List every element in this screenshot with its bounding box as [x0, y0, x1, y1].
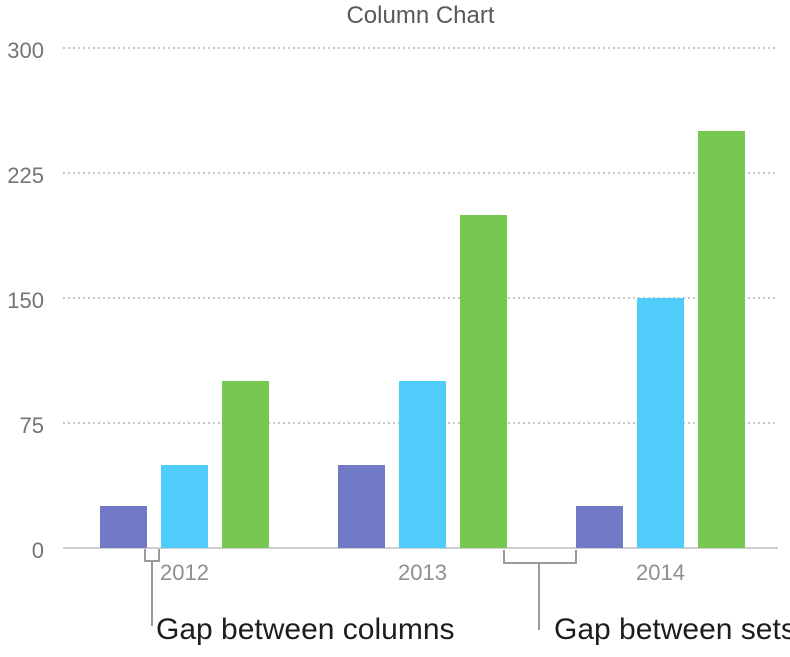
bar-2013-series-3-green: [460, 215, 507, 548]
chart-title: Column Chart: [346, 2, 495, 29]
y-axis-tick-label-225: 225: [7, 163, 44, 188]
x-axis-line: [63, 547, 778, 549]
x-axis-category-label-2013: 2013: [398, 560, 447, 585]
bar-2014-series-1-purple: [576, 506, 623, 548]
gridline-300: [63, 47, 778, 49]
y-axis-tick-label-0: 0: [31, 538, 44, 563]
gap-between-sets-label: Gap between sets: [554, 613, 790, 646]
bar-2014-series-3-green: [698, 131, 745, 548]
bar-2012-series-2-blue: [161, 465, 208, 548]
gap-between-columns-leader-line: [151, 560, 153, 626]
y-axis-tick-label-150: 150: [7, 288, 44, 313]
bar-2013-series-1-purple: [338, 465, 385, 548]
gridline-225: [63, 172, 778, 174]
bar-2013-series-2-blue: [399, 381, 446, 548]
x-axis-category-label-2014: 2014: [636, 560, 685, 585]
bar-2014-series-2-blue: [637, 298, 684, 548]
gap-between-sets-leader-line: [538, 562, 540, 630]
x-axis-category-label-2012: 2012: [160, 560, 209, 585]
bar-2012-series-1-purple: [100, 506, 147, 548]
y-axis-tick-label-75: 75: [19, 413, 44, 438]
bar-2012-series-3-green: [222, 381, 269, 548]
gap-between-columns-label: Gap between columns: [156, 613, 455, 646]
y-axis-tick-label-300: 300: [7, 38, 44, 63]
gridline-150: [63, 297, 778, 299]
gap-between-sets-bracket: [503, 550, 577, 564]
